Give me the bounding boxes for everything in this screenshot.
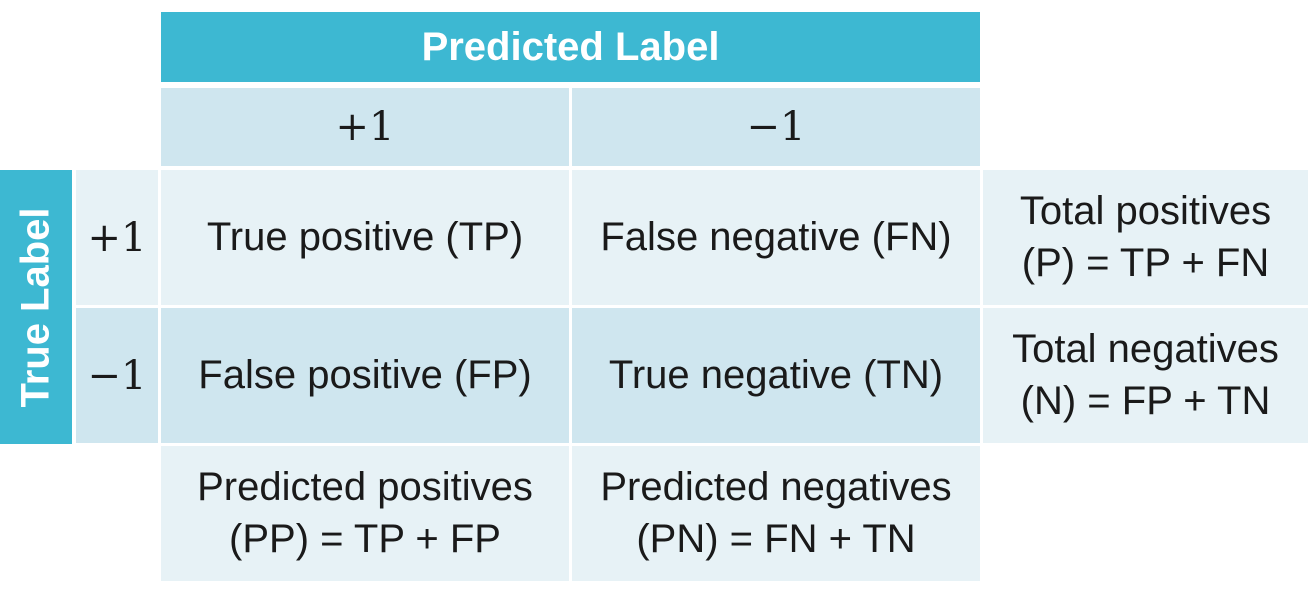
column-negative-label: −1 <box>746 104 806 150</box>
true-negative-text: True negative (TN) <box>608 352 944 397</box>
false-positive-text: False positive (FP) <box>198 352 532 397</box>
true-positive-text: True positive (TP) <box>206 214 524 259</box>
total-positives-cell: Total positives (P) = TP + FN <box>983 170 1308 305</box>
cell-false-negative: False negative (FN) <box>572 170 980 305</box>
total-positives-line-2: (P) = TP + FN <box>1021 240 1270 285</box>
predicted-positives-line-1: Predicted positives <box>197 465 533 510</box>
predicted-negatives-line-2: (PN) = FN + TN <box>636 516 916 561</box>
column-header-negative: −1 <box>572 88 980 166</box>
false-negative-text: False negative (FN) <box>600 214 952 259</box>
row-header-negative: −1 <box>76 308 158 443</box>
row-header-positive: +1 <box>76 170 158 305</box>
predicted-label-text: Predicted Label <box>421 24 720 69</box>
total-negatives-cell: Total negatives (N) = FP + TN <box>983 308 1308 443</box>
predicted-negatives-line-1: Predicted negatives <box>600 465 952 510</box>
column-header-positive: +1 <box>161 88 569 166</box>
total-negatives-line-2: (N) = FP + TN <box>1020 378 1271 423</box>
total-negatives-line-1: Total negatives <box>1012 327 1279 372</box>
row-positive-label: +1 <box>87 214 147 261</box>
true-label-text: True Label <box>13 206 58 408</box>
column-positive-label: +1 <box>335 104 395 150</box>
predicted-label-header: Predicted Label <box>161 12 980 82</box>
predicted-negatives-cell: Predicted negatives (PN) = FN + TN <box>572 446 980 581</box>
predicted-negatives-text: Predicted negatives (PN) = FN + TN <box>600 462 951 564</box>
cell-true-negative: True negative (TN) <box>572 308 980 443</box>
row-negative-label: −1 <box>87 352 147 399</box>
total-negatives-text: Total negatives (N) = FP + TN <box>1012 324 1279 426</box>
predicted-positives-text: Predicted positives (PP) = TP + FP <box>197 462 533 564</box>
true-label-header: True Label <box>0 170 72 444</box>
total-positives-line-1: Total positives <box>1019 189 1272 234</box>
predicted-positives-cell: Predicted positives (PP) = TP + FP <box>161 446 569 581</box>
cell-false-positive: False positive (FP) <box>161 308 569 443</box>
total-positives-text: Total positives (P) = TP + FN <box>1020 186 1271 288</box>
predicted-positives-line-2: (PP) = TP + FP <box>229 516 501 561</box>
cell-true-positive: True positive (TP) <box>161 170 569 305</box>
